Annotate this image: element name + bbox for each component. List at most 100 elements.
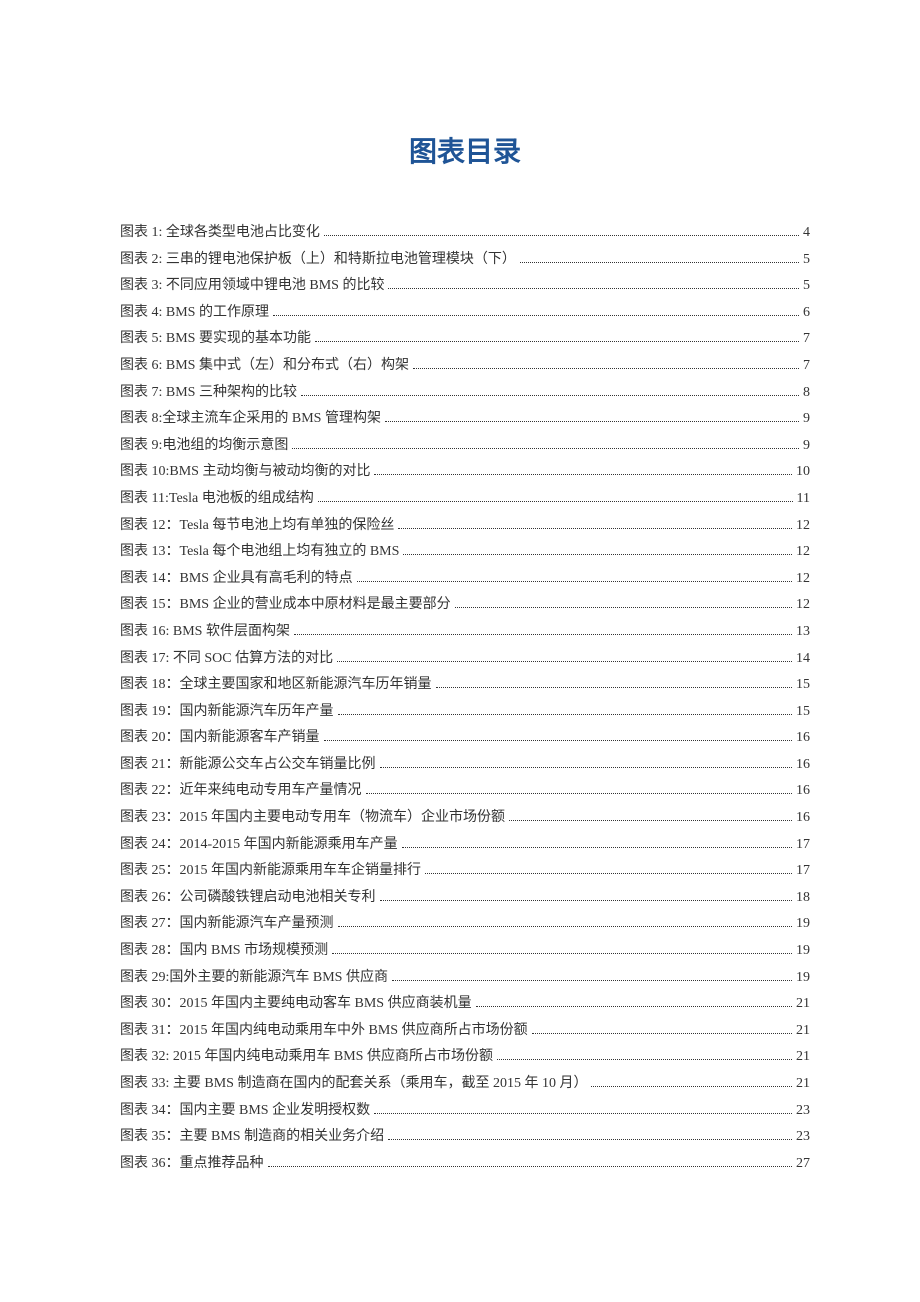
- toc-entry-page: 23: [796, 1098, 810, 1125]
- toc-entry-page: 19: [796, 938, 810, 965]
- toc-entry: 图表 15：BMS 企业的营业成本中原材料是最主要部分 12: [120, 592, 810, 619]
- toc-entry-label: 图表 12：Tesla 每节电池上均有单独的保险丝: [120, 513, 394, 540]
- toc-entry: 图表 14：BMS 企业具有高毛利的特点 12: [120, 566, 810, 593]
- toc-entry: 图表 27：国内新能源汽车产量预测 19: [120, 911, 810, 938]
- toc-dots: [388, 1139, 792, 1140]
- toc-entry: 图表 22：近年来纯电动专用车产量情况16: [120, 778, 810, 805]
- toc-entry-label: 图表 30：2015 年国内主要纯电动客车 BMS 供应商装机量: [120, 991, 472, 1018]
- toc-entry-label: 图表 6: BMS 集中式（左）和分布式（右）构架: [120, 353, 409, 380]
- toc-entry: 图表 33: 主要 BMS 制造商在国内的配套关系（乘用车，截至 2015 年 …: [120, 1071, 810, 1098]
- toc-entry-page: 12: [796, 566, 810, 593]
- toc-entry-label: 图表 19：国内新能源汽车历年产量: [120, 699, 334, 726]
- toc-entry-page: 7: [803, 326, 810, 353]
- toc-entry-label: 图表 36：重点推荐品种: [120, 1151, 264, 1178]
- toc-dots: [380, 767, 793, 768]
- toc-entry-label: 图表 14：BMS 企业具有高毛利的特点: [120, 566, 353, 593]
- toc-entry-label: 图表 23：2015 年国内主要电动专用车（物流车）企业市场份额: [120, 805, 505, 832]
- toc-entry-label: 图表 26：公司磷酸铁锂启动电池相关专利: [120, 885, 376, 912]
- toc-entry-label: 图表 32: 2015 年国内纯电动乘用车 BMS 供应商所占市场份额: [120, 1044, 493, 1071]
- toc-dots: [402, 847, 792, 848]
- toc-entry: 图表 21：新能源公交车占公交车销量比例 16: [120, 752, 810, 779]
- toc-entry: 图表 16: BMS 软件层面构架 13: [120, 619, 810, 646]
- toc-entry-page: 15: [796, 672, 810, 699]
- toc-entry-page: 10: [796, 459, 810, 486]
- toc-dots: [338, 926, 793, 927]
- toc-entry: 图表 29:国外主要的新能源汽车 BMS 供应商19: [120, 965, 810, 992]
- toc-dots: [301, 395, 799, 396]
- toc-entry-label: 图表 7: BMS 三种架构的比较: [120, 380, 297, 407]
- toc-entry-label: 图表 4: BMS 的工作原理: [120, 300, 269, 327]
- toc-entry: 图表 7: BMS 三种架构的比较 8: [120, 380, 810, 407]
- toc-entry-page: 4: [803, 220, 810, 247]
- toc-entry-label: 图表 15：BMS 企业的营业成本中原材料是最主要部分: [120, 592, 451, 619]
- toc-entry-page: 23: [796, 1124, 810, 1151]
- toc-entry-page: 19: [796, 911, 810, 938]
- toc-dots: [366, 793, 793, 794]
- toc-entry: 图表 19：国内新能源汽车历年产量15: [120, 699, 810, 726]
- toc-entry-label: 图表 35：主要 BMS 制造商的相关业务介绍: [120, 1124, 384, 1151]
- toc-dots: [392, 980, 792, 981]
- toc-list: 图表 1: 全球各类型电池占比变化4图表 2: 三串的锂电池保护板（上）和特斯拉…: [120, 220, 810, 1177]
- toc-entry: 图表 11:Tesla 电池板的组成结构11: [120, 486, 810, 513]
- toc-dots: [425, 873, 792, 874]
- toc-dots: [268, 1166, 793, 1167]
- toc-entry: 图表 3: 不同应用领域中锂电池 BMS 的比较 5: [120, 273, 810, 300]
- toc-entry: 图表 1: 全球各类型电池占比变化 4: [120, 220, 810, 247]
- toc-dots: [520, 262, 799, 263]
- toc-entry-label: 图表 33: 主要 BMS 制造商在国内的配套关系（乘用车，截至 2015 年 …: [120, 1071, 587, 1098]
- toc-entry-label: 图表 25：2015 年国内新能源乘用车车企销量排行: [120, 858, 421, 885]
- toc-entry: 图表 13：Tesla 每个电池组上均有独立的 BMS12: [120, 539, 810, 566]
- toc-entry-label: 图表 20：国内新能源客车产销量: [120, 725, 320, 752]
- toc-entry: 图表 17: 不同 SOC 估算方法的对比14: [120, 646, 810, 673]
- toc-entry-label: 图表 13：Tesla 每个电池组上均有独立的 BMS: [120, 539, 399, 566]
- toc-entry-label: 图表 31：2015 年国内纯电动乘用车中外 BMS 供应商所占市场份额: [120, 1018, 528, 1045]
- toc-entry-page: 12: [796, 513, 810, 540]
- toc-entry-page: 17: [796, 832, 810, 859]
- toc-dots: [398, 528, 792, 529]
- toc-dots: [292, 448, 799, 449]
- toc-entry-page: 9: [803, 433, 810, 460]
- toc-dots: [337, 661, 792, 662]
- toc-entry-page: 5: [803, 247, 810, 274]
- toc-entry: 图表 23：2015 年国内主要电动专用车（物流车）企业市场份额16: [120, 805, 810, 832]
- toc-entry-page: 6: [803, 300, 810, 327]
- toc-entry-page: 14: [796, 646, 810, 673]
- toc-entry-label: 图表 22：近年来纯电动专用车产量情况: [120, 778, 362, 805]
- toc-entry: 图表 9:电池组的均衡示意图 9: [120, 433, 810, 460]
- toc-entry: 图表 32: 2015 年国内纯电动乘用车 BMS 供应商所占市场份额21: [120, 1044, 810, 1071]
- toc-entry-page: 8: [803, 380, 810, 407]
- toc-entry-page: 12: [796, 592, 810, 619]
- toc-entry-page: 9: [803, 406, 810, 433]
- toc-entry: 图表 35：主要 BMS 制造商的相关业务介绍 23: [120, 1124, 810, 1151]
- toc-entry-page: 18: [796, 885, 810, 912]
- toc-entry-label: 图表 21：新能源公交车占公交车销量比例: [120, 752, 376, 779]
- toc-entry-page: 21: [796, 1018, 810, 1045]
- toc-entry: 图表 31：2015 年国内纯电动乘用车中外 BMS 供应商所占市场份额 21: [120, 1018, 810, 1045]
- toc-entry: 图表 12：Tesla 每节电池上均有单独的保险丝 12: [120, 513, 810, 540]
- toc-entry: 图表 28：国内 BMS 市场规模预测19: [120, 938, 810, 965]
- toc-dots: [591, 1086, 792, 1087]
- toc-entry-label: 图表 3: 不同应用领域中锂电池 BMS 的比较: [120, 273, 384, 300]
- toc-dots: [357, 581, 792, 582]
- toc-dots: [318, 501, 793, 502]
- page-title: 图表目录: [120, 130, 810, 170]
- toc-entry: 图表 26：公司磷酸铁锂启动电池相关专利 18: [120, 885, 810, 912]
- toc-entry-page: 5: [803, 273, 810, 300]
- toc-entry-page: 16: [796, 725, 810, 752]
- toc-dots: [385, 421, 799, 422]
- toc-entry-label: 图表 9:电池组的均衡示意图: [120, 433, 288, 460]
- toc-entry-label: 图表 1: 全球各类型电池占比变化: [120, 220, 320, 247]
- toc-entry-label: 图表 5: BMS 要实现的基本功能: [120, 326, 311, 353]
- toc-entry-label: 图表 16: BMS 软件层面构架: [120, 619, 290, 646]
- toc-dots: [374, 474, 792, 475]
- toc-dots: [338, 714, 793, 715]
- toc-entry: 图表 34：国内主要 BMS 企业发明授权数23: [120, 1098, 810, 1125]
- toc-entry: 图表 18：全球主要国家和地区新能源汽车历年销量 15: [120, 672, 810, 699]
- toc-entry-page: 13: [796, 619, 810, 646]
- toc-entry-label: 图表 8:全球主流车企采用的 BMS 管理构架: [120, 406, 381, 433]
- toc-entry-label: 图表 18：全球主要国家和地区新能源汽车历年销量: [120, 672, 432, 699]
- toc-dots: [455, 607, 792, 608]
- toc-entry-label: 图表 27：国内新能源汽车产量预测: [120, 911, 334, 938]
- toc-entry-page: 16: [796, 752, 810, 779]
- toc-entry-page: 17: [796, 858, 810, 885]
